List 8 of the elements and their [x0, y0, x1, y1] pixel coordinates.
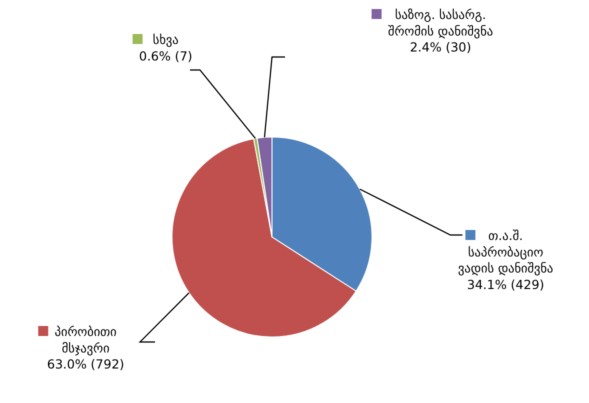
data-label: 34.1% (429) [467, 276, 544, 292]
data-label: 0.6% (7) [139, 48, 192, 64]
data-label: 2.4% (30) [410, 40, 472, 54]
legend-label: თ.ა.შ. საპრობაციო ვადის დანიშვნა [458, 228, 554, 276]
legend-label: სხვა [152, 32, 179, 47]
legend-label: პირობითი მსჯავრი [54, 324, 117, 356]
data-label: 63.0% (792) [47, 356, 124, 372]
legend-label: საზოგ. სასარგ. შრომის დანიშვნა [388, 7, 494, 38]
